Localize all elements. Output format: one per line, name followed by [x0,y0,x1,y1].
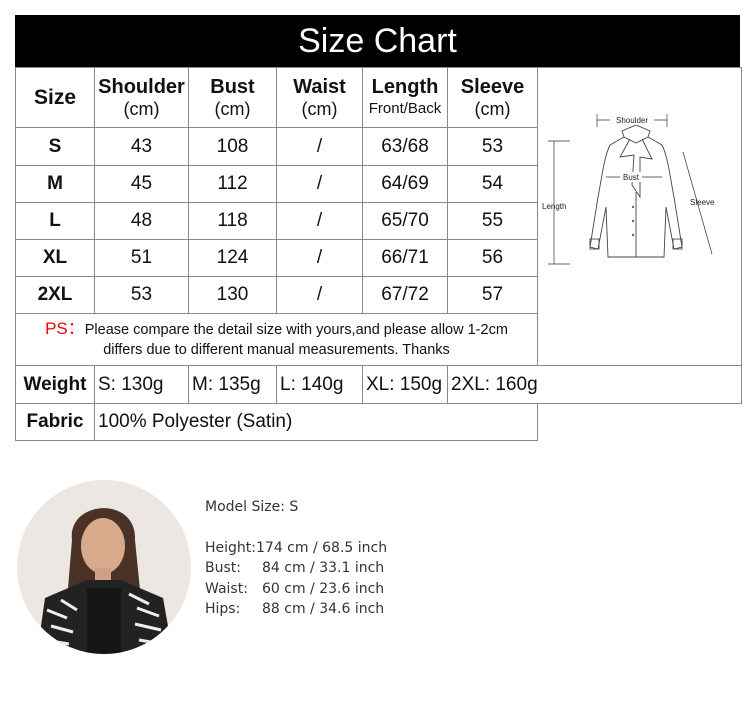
weight-value: L: 140g [276,365,363,404]
table-row: M 45 112/64/69 54 [15,165,742,203]
header-sleeve: Sleeve (cm) [447,67,538,128]
size-cell: S [15,127,95,166]
model-height: Height:174 cm / 68.5 inch [205,539,388,556]
model-photo [17,480,191,654]
model-waist: Waist: 60 cm / 23.6 inch [205,580,385,597]
length-cell: 64/69 [362,165,448,203]
header-size: Size [15,67,95,128]
length-cell: 63/68 [362,127,448,166]
model-bust: Bust: 84 cm / 33.1 inch [205,560,385,576]
bust-cell: 130 [188,276,277,314]
size-cell: L [15,202,95,240]
weight-value: S: 130g [94,365,189,404]
weight-row: Weight S: 130g M: 135g L: 140g XL: 150g … [15,365,742,404]
shoulder-cell: 51 [94,239,189,277]
note-prefix: PS： [45,319,85,338]
fabric-value: 100% Polyester (Satin) [94,403,538,441]
note-row: PS：Please compare the detail size with y… [15,313,742,366]
diagram-length-label: Length [542,202,566,211]
fabric-row: Fabric 100% Polyester (Satin) [15,403,742,441]
fabric-label: Fabric [15,403,95,441]
bust-cell: 108 [188,127,277,166]
header-shoulder: Shoulder (cm) [94,67,189,128]
diagram-shoulder-label: Shoulder [615,116,647,125]
weight-value: M: 135g [188,365,277,404]
measurement-note: PS：Please compare the detail size with y… [15,313,538,366]
length-cell: 66/71 [362,239,448,277]
table-row: S 43 108/63/68 53 [15,127,742,166]
shoulder-cell: 53 [94,276,189,314]
measurement-diagram: Shoulder Bust Length Sleeve [537,67,742,366]
header-row: Size Shoulder (cm) Bust (cm) Waist (cm) Len… [15,67,742,366]
waist-cell: / [276,127,363,166]
sleeve-cell: 53 [447,127,538,166]
waist-cell: / [276,165,363,203]
size-chart-title: Size Chart [15,15,740,67]
header-bust: Bust (cm) [188,67,277,128]
model-info: Model Size: S Height:174 cm / 68.5 inch … [205,497,387,620]
header-length: Length Front/Back [362,67,448,128]
model-hips: Hips: 88 cm / 34.6 inch [205,601,385,617]
table-row: 2XL 53 130/67/72 57 [15,276,742,314]
diagram-sleeve-label: Sleeve [690,198,715,207]
sleeve-cell: 57 [447,276,538,314]
note-line-1: Please compare the detail size with your… [84,322,508,338]
empty-cell [537,403,742,441]
table-row: L 48 118/65/70 55 [15,202,742,240]
model-size: Model Size: S [205,499,299,515]
size-cell: XL [15,239,95,277]
bust-cell: 118 [188,202,277,240]
sleeve-cell: 54 [447,165,538,203]
bust-cell: 112 [188,165,277,203]
shoulder-cell: 43 [94,127,189,166]
size-cell: 2XL [15,276,95,314]
note-line-2: differs due to different manual measurem… [103,342,450,358]
table-row: XL 51 124/66/71 56 [15,239,742,277]
weight-label: Weight [15,365,95,404]
sleeve-cell: 56 [447,239,538,277]
sleeve-cell: 55 [447,202,538,240]
shoulder-cell: 48 [94,202,189,240]
weight-value: XL: 150g [362,365,448,404]
weight-value: 2XL: 160g [447,365,742,404]
size-chart-table: Size Shoulder (cm) Bust (cm) Waist (cm) Len… [15,67,742,441]
bust-cell: 124 [188,239,277,277]
waist-cell: / [276,239,363,277]
length-cell: 65/70 [362,202,448,240]
header-waist: Waist (cm) [276,67,363,128]
waist-cell: / [276,202,363,240]
size-cell: M [15,165,95,203]
shoulder-cell: 45 [94,165,189,203]
length-cell: 67/72 [362,276,448,314]
diagram-bust-label: Bust [622,173,639,182]
waist-cell: / [276,276,363,314]
